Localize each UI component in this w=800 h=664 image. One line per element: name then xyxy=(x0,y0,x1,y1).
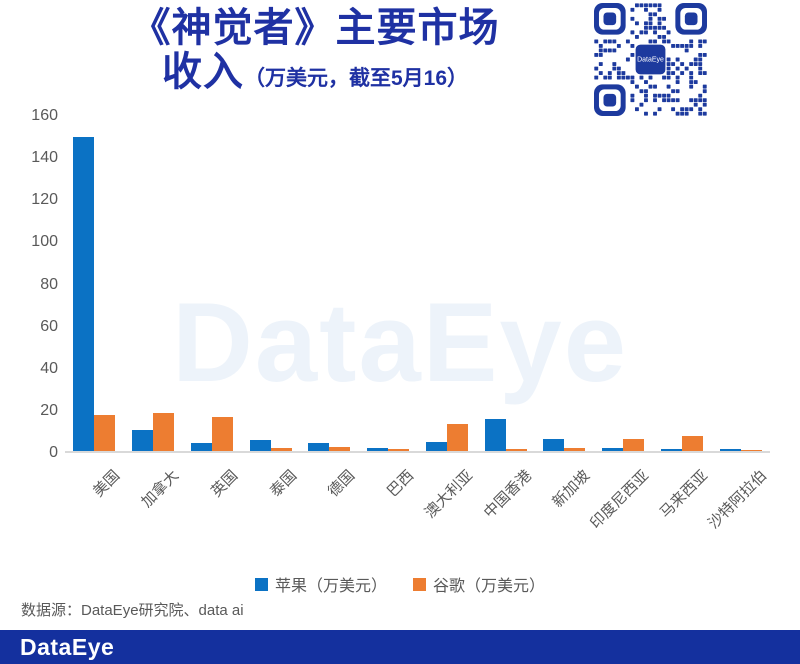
bar xyxy=(367,447,389,451)
bar xyxy=(602,447,624,451)
chart-title-subtitle: （万美元，截至5月16） xyxy=(243,67,469,90)
x-axis-label: 巴西 xyxy=(384,467,418,501)
bar xyxy=(484,419,506,451)
y-axis-label: 60 xyxy=(40,317,58,335)
legend-item: 谷歌（万美元） xyxy=(413,572,545,596)
legend-item: 苹果（万美元） xyxy=(254,572,387,596)
bar xyxy=(132,429,154,451)
bar xyxy=(249,440,271,451)
bar xyxy=(211,417,233,451)
chart-title: 《神觉者》主要市场 收入（万美元，截至5月16） xyxy=(0,6,630,94)
y-axis-label: 40 xyxy=(40,359,58,377)
x-axis-label: 加拿大 xyxy=(138,467,183,511)
dataeye-logo: DataEye xyxy=(20,633,115,660)
bar xyxy=(681,436,703,451)
y-axis-label: 100 xyxy=(31,233,58,251)
bar xyxy=(308,442,330,451)
qr-code-icon: DataEye xyxy=(594,3,707,116)
chart-title-line1: 《神觉者》主要市场 xyxy=(130,6,500,50)
bar xyxy=(719,448,741,451)
bar xyxy=(329,446,351,451)
x-axis: 美国 加拿大 英国 泰国 德国 巴西 澳大利亚 中国香港 新加坡 印度尼西亚 马来西亚 沙特阿拉伯 xyxy=(65,455,770,570)
legend-label: 苹果（万美元） xyxy=(274,578,387,595)
bar-chart: DataEye 0 20 40 60 80 100 120 140 160 美国 加拿大 英国 泰国德… xyxy=(14,107,770,570)
x-axis-label: 英国 xyxy=(207,467,242,501)
y-axis-label: 0 xyxy=(49,444,58,461)
y-axis-label: 20 xyxy=(40,401,58,419)
bar-group xyxy=(711,116,770,451)
bar xyxy=(543,439,565,451)
bar xyxy=(623,439,645,451)
source-note: 数据源：DataEye研究院、data ai xyxy=(21,602,244,619)
bar-group xyxy=(65,116,124,451)
bar xyxy=(388,448,410,451)
x-axis-label: 沙特阿拉伯 xyxy=(704,467,770,533)
bar-group xyxy=(359,116,418,451)
legend: 苹果（万美元） 谷歌（万美元） xyxy=(0,572,800,596)
bar xyxy=(505,448,527,451)
bar xyxy=(564,447,586,451)
bar-group xyxy=(476,116,535,451)
x-axis-label: 新加坡 xyxy=(549,467,594,511)
y-axis-label: 160 xyxy=(31,107,58,124)
bar-group xyxy=(241,116,300,451)
legend-swatch-icon xyxy=(413,577,426,591)
watermark: DataEye xyxy=(171,280,629,405)
plot-area xyxy=(65,116,770,453)
bar xyxy=(660,448,682,451)
y-axis-label: 140 xyxy=(31,149,58,167)
x-axis-label: 澳大利亚 xyxy=(421,467,477,522)
bar xyxy=(153,413,175,451)
bar xyxy=(190,442,212,451)
x-axis-label: 中国香港 xyxy=(480,467,535,522)
y-axis-label: 120 xyxy=(31,191,58,209)
svg-text:DataEye: DataEye xyxy=(637,57,664,64)
legend-swatch-icon xyxy=(254,577,268,591)
bar xyxy=(740,449,762,451)
x-axis-label: 美国 xyxy=(90,467,124,501)
chart-title-main: 收入 xyxy=(161,50,244,94)
bar-group xyxy=(183,116,242,451)
bar-group xyxy=(653,116,712,451)
x-axis-label: 德国 xyxy=(325,467,359,501)
bar-group xyxy=(124,116,183,451)
bar xyxy=(446,423,468,451)
x-axis-label: 泰国 xyxy=(266,467,300,501)
bar xyxy=(73,137,95,451)
bar-group xyxy=(418,116,477,451)
bar xyxy=(94,415,116,451)
y-axis-label: 80 xyxy=(40,275,58,293)
x-axis-label: 印度尼西亚 xyxy=(587,467,653,533)
x-axis-label: 马来西亚 xyxy=(656,467,712,522)
chart-title-line2: 收入（万美元，截至5月16） xyxy=(0,50,630,94)
bar xyxy=(270,447,292,451)
bar-group xyxy=(594,116,653,451)
legend-label: 谷歌（万美元） xyxy=(433,578,546,595)
bar-group xyxy=(535,116,594,451)
bar-group xyxy=(300,116,359,451)
bar xyxy=(425,441,447,451)
y-axis: 0 20 40 60 80 100 120 140 160 xyxy=(14,107,58,461)
footer-bar: DataEye xyxy=(0,630,800,664)
